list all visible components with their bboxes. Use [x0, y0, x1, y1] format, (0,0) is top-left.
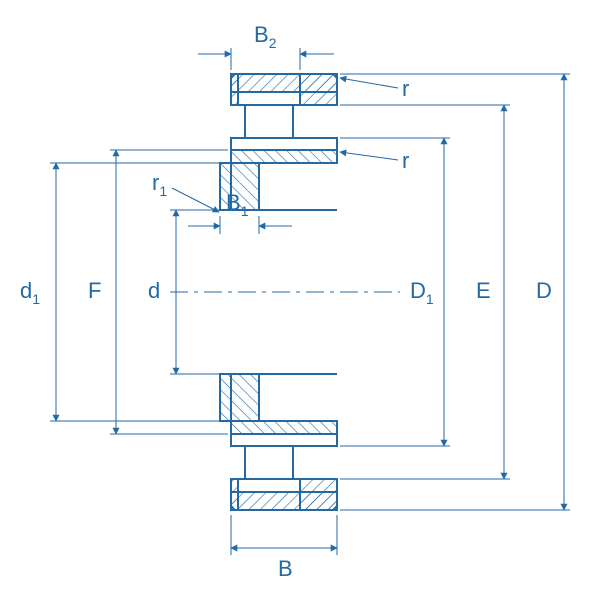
- label-D1: D: [410, 278, 426, 303]
- label-r1: r: [152, 170, 159, 195]
- label-d: d: [148, 278, 160, 303]
- svg-text:D1: D1: [410, 278, 434, 307]
- svg-text:r1: r1: [152, 170, 167, 199]
- svg-text:d1: d1: [20, 278, 40, 307]
- label-D: D: [536, 278, 552, 303]
- label-B2: B: [254, 22, 269, 47]
- svg-text:B2: B2: [254, 22, 277, 51]
- label-E: E: [476, 278, 491, 303]
- dim-r1: r1: [152, 170, 219, 212]
- label-B: B: [278, 556, 293, 581]
- dim-B1: B1: [188, 190, 292, 234]
- label-r-top: r: [402, 76, 409, 101]
- dim-r: r r: [340, 76, 409, 173]
- bottom-section: [220, 374, 337, 510]
- label-B1: B: [226, 190, 241, 215]
- bearing-diagram: B B2 B1 r r r1 d1 F: [0, 0, 600, 600]
- dim-B: B: [231, 515, 337, 581]
- dim-B2: B2: [198, 22, 334, 70]
- label-d1: d: [20, 278, 32, 303]
- label-r-mid: r: [402, 148, 409, 173]
- label-F: F: [88, 278, 101, 303]
